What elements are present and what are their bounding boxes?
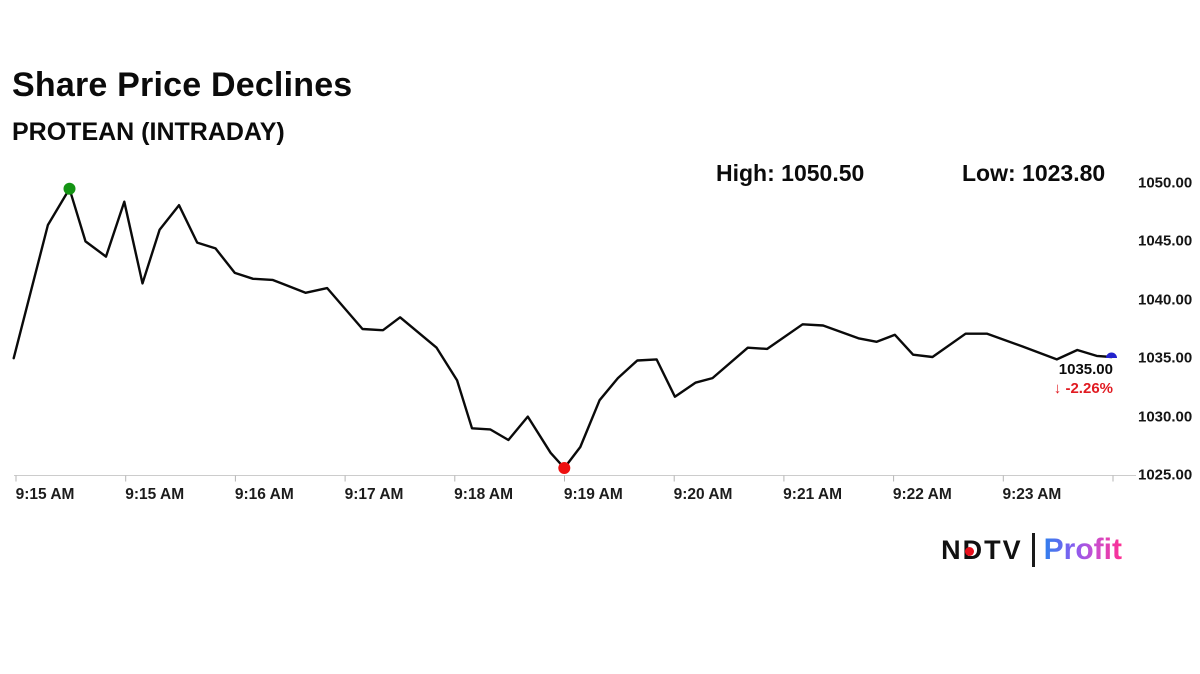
y-axis-tick-label: 1040.00 [1138,291,1193,309]
low-value-label: Low: 1023.80 [962,160,1106,186]
last-price-value: 1035.00 [1058,361,1113,378]
y-axis-tick-label: 1030.00 [1138,408,1193,426]
y-axis-tick-label: 1045.00 [1138,232,1193,250]
x-axis-tick-label: 9:20 AM [673,486,733,503]
page-subtitle: PROTEAN (INTRADAY) [12,118,285,146]
high-low-row: High: 1050.50 Low: 1023.80 [0,160,1200,190]
x-axis-tick-label: 9:21 AM [783,486,843,503]
x-axis-tick-label: 9:15 AM [125,486,185,503]
x-axis-tick-label: 9:17 AM [344,486,404,503]
last-point-marker [1106,352,1117,358]
y-axis-tick-label: 1025.00 [1138,466,1193,484]
ndtv-profit-logo: NDTV Profit [941,531,1122,569]
price-change-percent: -2.26% [1065,379,1113,397]
x-axis-tick-label: 9:18 AM [454,486,514,503]
price-line [12,187,1113,470]
high-value-label: High: 1050.50 [716,160,865,186]
x-axis-tick-label: 9:23 AM [1002,486,1062,503]
x-axis-tick-label: 9:22 AM [892,486,952,503]
x-axis-tick-label: 9:19 AM [563,486,623,503]
ndtv-logo-mark: NDTV [941,535,1023,566]
page-title: Share Price Declines [12,66,353,104]
ndtv-logo-text: NDTV [941,534,1023,565]
price-change-label: ↓ -2.26% [1054,380,1113,399]
down-arrow-icon: ↓ [1053,379,1062,397]
logo-separator-bar [1031,533,1035,567]
profit-logo-text: Profit [1043,533,1122,566]
high-point-marker [63,182,76,195]
y-axis-tick-label: 1050.00 [1138,174,1193,192]
ndtv-red-dot-icon [965,546,975,556]
y-axis-tick-label: 1035.00 [1138,349,1193,367]
low-point-marker [558,462,571,474]
x-axis-tick-label: 9:16 AM [234,486,294,503]
last-price-annotation: 1035.00 ↓ -2.26% [1054,361,1113,399]
x-axis-tick-label: 9:15 AM [15,486,75,503]
